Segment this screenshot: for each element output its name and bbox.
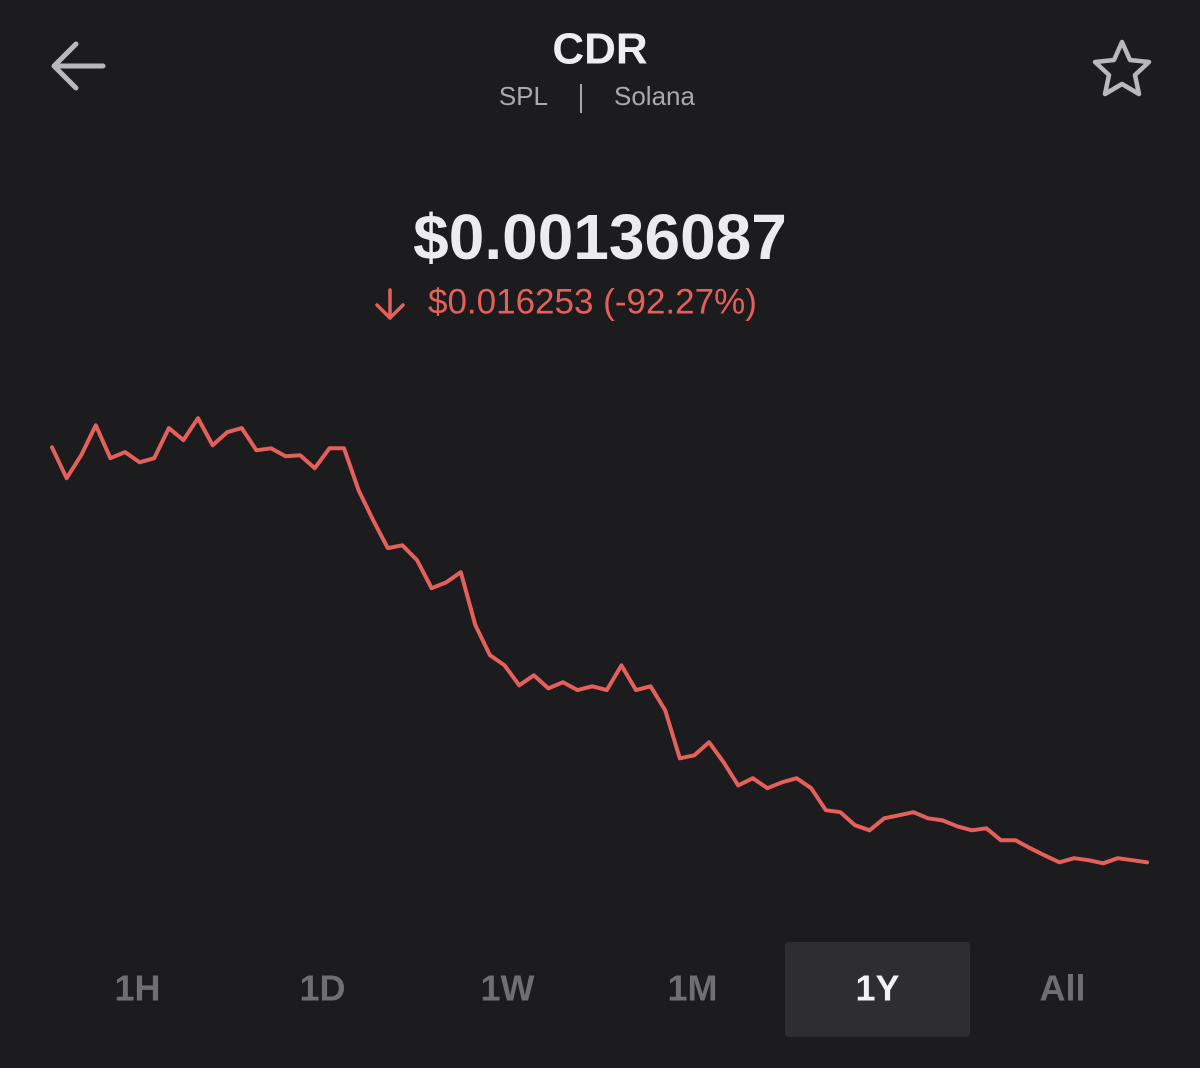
token-chain: Solana	[614, 81, 695, 111]
price-line	[50, 416, 1149, 866]
token-title: CDR	[552, 25, 647, 74]
plot	[50, 416, 1149, 866]
range-tab[interactable]: All	[1039, 968, 1085, 1009]
down-arrow	[375, 288, 405, 320]
price: $0.00136087	[413, 201, 787, 273]
range-tab[interactable]: 1D	[299, 968, 345, 1009]
range-tabs: 1H 1D 1W 1M 1Y All	[114, 942, 1086, 1037]
range-tab[interactable]: 1W	[481, 968, 535, 1009]
range-tab[interactable]: 1H	[114, 968, 160, 1009]
token-standard: SPL	[499, 81, 548, 111]
active-tab-bg	[785, 942, 970, 1037]
range-tab[interactable]: 1Y	[855, 968, 899, 1009]
back-button[interactable]	[51, 41, 106, 91]
favorite-button[interactable]	[1092, 39, 1152, 97]
price-change: $0.016253 (-92.27%)	[428, 282, 757, 321]
range-tab[interactable]: 1M	[667, 968, 717, 1009]
